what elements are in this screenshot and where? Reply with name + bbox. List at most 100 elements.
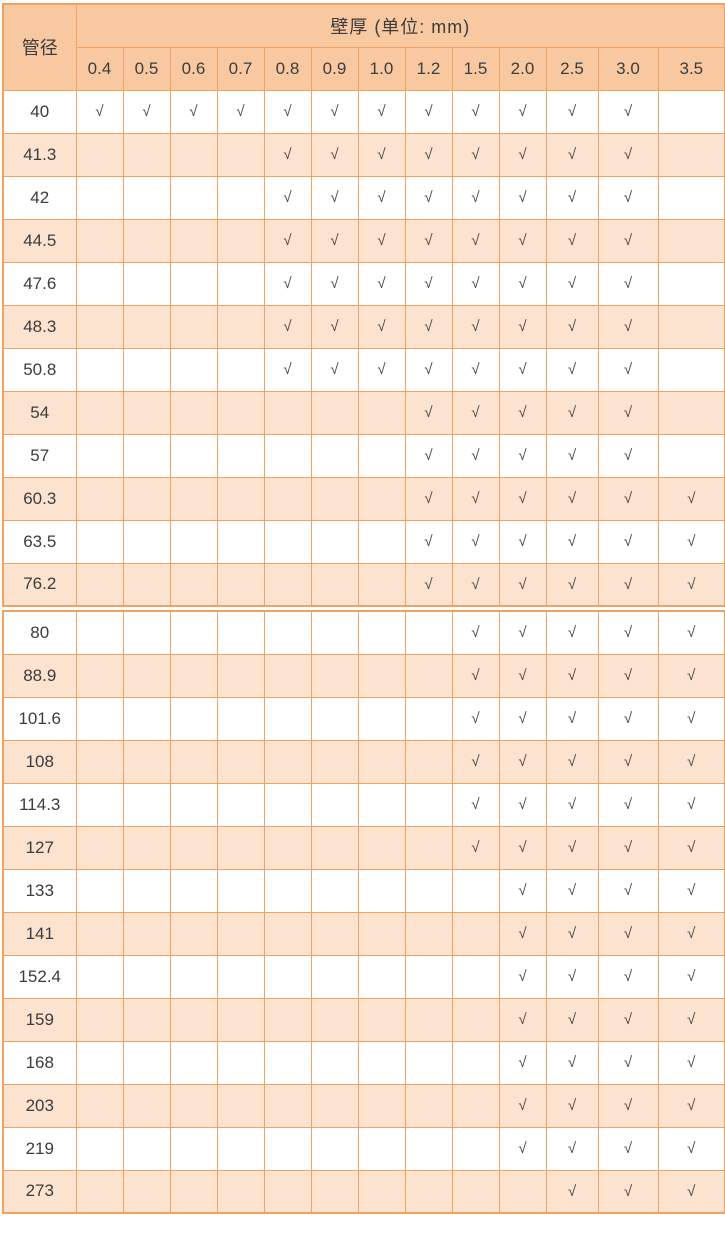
check-cell-empty: [216, 519, 265, 564]
check-cell-checked: √: [498, 433, 547, 478]
check-cell-empty: [169, 218, 218, 263]
check-cell-checked: √: [263, 347, 312, 392]
check-cell-checked: √: [451, 739, 500, 784]
check-cell-empty: [263, 868, 312, 913]
check-cell-empty: [122, 868, 171, 913]
check-cell-checked: √: [597, 175, 659, 220]
check-cell-checked: √: [545, 1040, 599, 1085]
check-cell-checked: √: [657, 825, 725, 870]
check-cell-checked: √: [498, 610, 547, 655]
check-cell-empty: [404, 739, 453, 784]
table-row: 168 √ √ √ √: [2, 1040, 725, 1085]
check-cell-empty: [310, 1040, 359, 1085]
check-cell-checked: √: [404, 433, 453, 478]
check-cell-checked: √: [545, 782, 599, 827]
check-cell-empty: [310, 1126, 359, 1171]
check-cell-empty: [169, 261, 218, 306]
table-header: 管径 壁厚 (单位: mm) 0.4 0.5 0.6 0.7 0.8 0.9 1.0 1.2 1…: [2, 3, 725, 91]
check-cell-checked: √: [657, 562, 725, 607]
check-cell-empty: [75, 562, 124, 607]
check-cell-empty: [357, 825, 406, 870]
check-cell-checked: √: [545, 476, 599, 521]
diameter-cell: 47.6: [2, 261, 77, 306]
check-cell-empty: [122, 218, 171, 263]
check-cell-checked: √: [545, 997, 599, 1042]
check-cell-checked: √: [357, 261, 406, 306]
check-cell-checked: √: [657, 1083, 725, 1128]
check-cell-empty: [122, 1169, 171, 1214]
check-cell-checked: √: [498, 653, 547, 698]
diameter-cell: 63.5: [2, 519, 77, 564]
table-body-lower: 80 √ √ √ √ √ 88.9 √ √ √ √ √ 101.6 √ √ √ √ √ 108 √ √ √ √ √ 114.3 √…: [2, 610, 725, 1214]
check-cell-empty: [169, 1040, 218, 1085]
check-cell-checked: √: [263, 261, 312, 306]
check-cell-empty: [310, 696, 359, 741]
check-cell-empty: [169, 868, 218, 913]
check-cell-checked: √: [451, 390, 500, 435]
table-row: 108 √ √ √ √ √: [2, 739, 725, 784]
check-cell-empty: [75, 1083, 124, 1128]
check-cell-empty: [216, 347, 265, 392]
check-cell-checked: √: [498, 997, 547, 1042]
check-cell-empty: [404, 1169, 453, 1214]
check-cell-empty: [75, 696, 124, 741]
check-cell-empty: [263, 390, 312, 435]
check-cell-empty: [357, 954, 406, 999]
check-cell-checked: √: [310, 347, 359, 392]
check-cell-checked: √: [597, 868, 659, 913]
thickness-col-header: 0.6: [169, 46, 218, 91]
check-cell-empty: [216, 433, 265, 478]
pipe-spec-table-lower: 80 √ √ √ √ √ 88.9 √ √ √ √ √ 101.6 √ √ √ √ √ 108 √ √ √ √ √ 114.3 √…: [2, 610, 725, 1214]
check-cell-checked: √: [657, 696, 725, 741]
check-cell-checked: √: [451, 696, 500, 741]
check-cell-empty: [75, 218, 124, 263]
check-cell-checked: √: [597, 1126, 659, 1171]
check-cell-checked: √: [545, 825, 599, 870]
check-cell-checked: √: [404, 132, 453, 177]
thickness-col-header: 3.5: [657, 46, 725, 91]
check-cell-empty: [404, 954, 453, 999]
diameter-cell: 152.4: [2, 954, 77, 999]
check-cell-checked: √: [404, 347, 453, 392]
check-cell-empty: [263, 997, 312, 1042]
check-cell-empty: [216, 1169, 265, 1214]
check-cell-checked: √: [498, 954, 547, 999]
check-cell-empty: [75, 954, 124, 999]
check-cell-empty: [657, 347, 725, 392]
check-cell-empty: [169, 347, 218, 392]
check-cell-checked: √: [498, 476, 547, 521]
check-cell-checked: √: [451, 218, 500, 263]
table-row: 114.3 √ √ √ √ √: [2, 782, 725, 827]
diameter-cell: 101.6: [2, 696, 77, 741]
check-cell-checked: √: [498, 782, 547, 827]
check-cell-empty: [451, 997, 500, 1042]
check-cell-checked: √: [657, 954, 725, 999]
check-cell-empty: [357, 1040, 406, 1085]
check-cell-empty: [75, 1169, 124, 1214]
check-cell-checked: √: [216, 89, 265, 134]
check-cell-checked: √: [545, 89, 599, 134]
check-cell-empty: [75, 739, 124, 784]
check-cell-checked: √: [597, 997, 659, 1042]
check-cell-empty: [657, 304, 725, 349]
check-cell-checked: √: [310, 218, 359, 263]
check-cell-empty: [263, 911, 312, 956]
check-cell-empty: [75, 519, 124, 564]
check-cell-empty: [357, 390, 406, 435]
check-cell-checked: √: [545, 519, 599, 564]
diameter-cell: 159: [2, 997, 77, 1042]
check-cell-checked: √: [498, 868, 547, 913]
check-cell-checked: √: [597, 433, 659, 478]
check-cell-checked: √: [310, 89, 359, 134]
check-cell-checked: √: [451, 610, 500, 655]
check-cell-checked: √: [404, 261, 453, 306]
check-cell-checked: √: [498, 390, 547, 435]
diameter-cell: 108: [2, 739, 77, 784]
check-cell-checked: √: [597, 782, 659, 827]
check-cell-empty: [216, 476, 265, 521]
check-cell-empty: [357, 782, 406, 827]
table-row: 152.4 √ √ √ √: [2, 954, 725, 999]
check-cell-empty: [216, 610, 265, 655]
check-cell-empty: [216, 997, 265, 1042]
check-cell-empty: [75, 304, 124, 349]
